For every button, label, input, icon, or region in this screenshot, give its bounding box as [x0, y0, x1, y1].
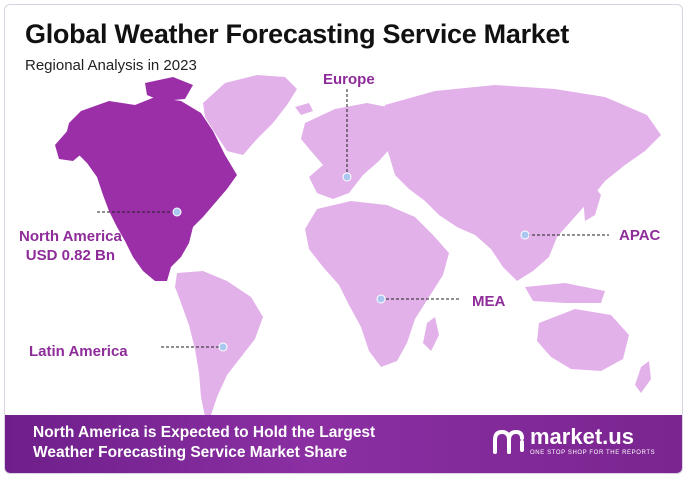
- greenland-shape: [203, 75, 297, 155]
- footer-line-2: Weather Forecasting Service Market Share: [33, 444, 348, 461]
- latin-america-marker: [218, 342, 228, 352]
- page-title: Global Weather Forecasting Service Marke…: [25, 19, 569, 49]
- new-zealand-shape: [635, 361, 651, 393]
- north-america-value: USD 0.82 Bn: [25, 247, 115, 264]
- alaska-shape: [55, 129, 85, 161]
- indonesia-shape: [525, 283, 605, 303]
- latin-america-label: Latin America: [29, 343, 128, 360]
- market-us-logo-icon: [493, 429, 524, 454]
- mea-marker: [376, 294, 386, 304]
- australia-shape: [537, 309, 629, 371]
- europe-marker: [342, 172, 352, 182]
- brand-name: market.us: [530, 424, 634, 449]
- south-america-shape: [175, 271, 263, 417]
- world-map: [55, 75, 661, 417]
- north-america-marker: [172, 207, 182, 217]
- iceland-shape: [295, 103, 313, 115]
- north-america-label: North America: [19, 228, 122, 245]
- north-america-label-group: North America USD 0.82 Bn: [19, 227, 122, 265]
- infographic-frame: Global Weather Forecasting Service Marke…: [4, 4, 683, 474]
- page-subtitle: Regional Analysis in 2023: [25, 57, 197, 74]
- apac-label: APAC: [619, 227, 661, 244]
- footer-banner: North America is Expected to Hold the La…: [5, 415, 682, 473]
- footer-text: North America is Expected to Hold the La…: [33, 423, 375, 463]
- brand-logo-group: market.us ONE STOP SHOP FOR THE REPORTS: [492, 424, 656, 464]
- apac-marker: [520, 230, 530, 240]
- footer-line-1: North America is Expected to Hold the La…: [33, 424, 376, 441]
- japan-shape: [583, 185, 601, 221]
- arctic-islands-shape: [145, 77, 193, 101]
- mea-label: MEA: [472, 293, 506, 310]
- north-america-shape: [65, 97, 237, 281]
- europe-label: Europe: [323, 71, 375, 88]
- brand-tagline: ONE STOP SHOP FOR THE REPORTS: [530, 450, 656, 456]
- madagascar-shape: [423, 317, 439, 351]
- asia-shape: [381, 85, 661, 281]
- europe-shape: [301, 103, 405, 199]
- africa-shape: [305, 201, 449, 367]
